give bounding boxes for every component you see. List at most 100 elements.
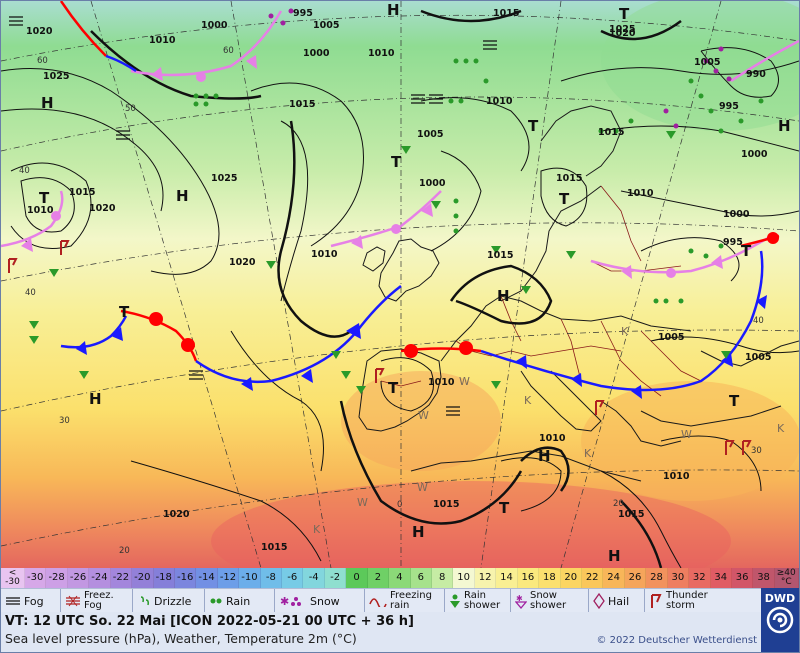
- grid-labels: 60 60 50 40 40 30 20 0 20 30 40: [19, 46, 764, 556]
- weather-legend: Fog Freez. Fog Drizzle Rain ✱ Snow Freez…: [1, 588, 761, 613]
- isobar-label: 1000: [201, 20, 228, 31]
- isobar-label: 995: [719, 101, 739, 112]
- colorbar-step: 4: [389, 568, 411, 588]
- occluded-front-ne: [730, 39, 799, 83]
- cold-mark: K: [313, 523, 321, 536]
- isobar-label: 1010: [368, 48, 395, 59]
- high-pressure-center: H: [538, 447, 551, 465]
- colorbar-step-min: < -30: [1, 568, 25, 588]
- colorbar-step: 18: [539, 568, 561, 588]
- occluded-front-west: [1, 190, 64, 248]
- fronts: [1, 1, 799, 392]
- legend-rain: Rain: [205, 589, 275, 613]
- legend-label: Freezing rain: [390, 590, 432, 611]
- low-pressure-center: T: [619, 5, 630, 23]
- info-panel: VT: 12 UTC So. 22 Mai [ICON 2022-05-21 0…: [1, 612, 761, 652]
- high-pressure-center: H: [89, 390, 102, 408]
- grid-label: 20: [613, 499, 624, 509]
- colorbar-step: 22: [581, 568, 604, 588]
- fog-icon: [6, 597, 20, 605]
- legend-thunderstorm: Thunder storm: [645, 589, 731, 613]
- legend-freezing-rain: Freezing rain: [365, 589, 445, 613]
- warm-mark: W: [357, 496, 368, 509]
- warm-region-balkans: [581, 381, 799, 501]
- isobar-label: 1025: [609, 24, 635, 35]
- legend-hail: Hail: [589, 589, 645, 613]
- colorbar-step: -30: [25, 568, 47, 588]
- isobar-label: 1010: [539, 433, 566, 444]
- colorbar-step: 20: [560, 568, 582, 588]
- grid-label: 40: [19, 166, 30, 176]
- high-pressure-center: H: [608, 547, 621, 565]
- colorbar-step: -20: [132, 568, 154, 588]
- cold-mark: K: [621, 325, 629, 338]
- high-pressure-center: H: [41, 94, 54, 112]
- rain-icon: [210, 598, 222, 604]
- isobar-label: 1015: [261, 542, 287, 553]
- fog-symbols: [9, 16, 497, 416]
- warm-front-nw: [59, 1, 107, 57]
- isobar-label: 990: [746, 69, 766, 80]
- isobar-label: 1000: [303, 48, 330, 59]
- legend-label: Drizzle: [154, 594, 192, 608]
- colorbar-step: 16: [517, 568, 540, 588]
- dwd-logo-icon: [766, 606, 794, 634]
- legend-snow: ✱ Snow: [275, 589, 365, 613]
- colorbar-step: -24: [89, 568, 111, 588]
- colorbar-step-max: ≥40 °C: [774, 568, 799, 588]
- map-description: Sea level pressure (hPa), Weather, Tempe…: [5, 631, 357, 646]
- grid-label: 50: [125, 104, 136, 114]
- isobars: [1, 47, 799, 568]
- low-pressure-center: T: [499, 499, 510, 517]
- colorbar-step: 14: [496, 568, 518, 588]
- colorbar-step: 34: [710, 568, 732, 588]
- isobar-label: 1020: [26, 26, 53, 37]
- colorbar-step: 0: [346, 568, 368, 588]
- isobar-label: 1015: [598, 127, 624, 138]
- isobar-label: 1020: [229, 257, 256, 268]
- cold-mark: K: [524, 394, 532, 407]
- isobar-label: 1010: [627, 188, 654, 199]
- low-pressure-center: T: [729, 392, 740, 410]
- warm-region-iberia: [341, 371, 501, 471]
- legend-label: Rain: [226, 594, 251, 608]
- isobar-label: 1015: [487, 250, 513, 261]
- colorbar-step: -18: [153, 568, 175, 588]
- isobar-label: 1010: [311, 249, 338, 260]
- grid-label: 40: [25, 288, 36, 298]
- legend-label: Thunder storm: [666, 590, 708, 611]
- isobar-label: 1000: [419, 178, 446, 189]
- occluded-front-east: [590, 234, 772, 274]
- colorbar-step: -16: [174, 568, 197, 588]
- low-pressure-center: T: [528, 117, 539, 135]
- colorbar-step: 26: [624, 568, 647, 588]
- colorbar-step: 30: [667, 568, 690, 588]
- colorbar-step: -10: [239, 568, 261, 588]
- snow-shower-icon: ✱: [515, 594, 527, 609]
- isobar-label: 1005: [417, 129, 443, 140]
- legend-snow-shower: ✱ Snow shower: [511, 589, 589, 613]
- weather-map: 1020 1010 1000 1005 995 1015 1010 1020 1…: [1, 1, 799, 568]
- low-pressure-center: T: [388, 379, 399, 397]
- low-pressure-center: T: [391, 153, 402, 171]
- grid-label: 30: [59, 416, 70, 426]
- isobar-label: 1015: [493, 8, 519, 19]
- front-symbols: [21, 55, 779, 399]
- svg-text:✱: ✱: [516, 594, 523, 603]
- colorbar-step: -2: [324, 568, 347, 588]
- legend-drizzle: Drizzle: [133, 589, 205, 613]
- pressure-centers: H H H H H H H H H T T T T T T T T T T: [39, 1, 791, 565]
- valid-time: VT: 12 UTC So. 22 Mai [ICON 2022-05-21 0…: [5, 614, 414, 629]
- high-pressure-center: H: [387, 1, 400, 19]
- high-pressure-center: H: [778, 117, 791, 135]
- grid-label: 60: [223, 46, 234, 56]
- grid-label: 60: [37, 56, 48, 66]
- isobar-label: 1020: [89, 203, 116, 214]
- isobar-label: 1005: [658, 332, 684, 343]
- cold-mark: K: [584, 447, 592, 460]
- isobar-label: 1005: [694, 57, 720, 68]
- isobar-label: 1005: [745, 352, 771, 363]
- colorbar-label: -30: [5, 577, 20, 587]
- cold-region-east: [601, 1, 799, 131]
- colorbar-step: -12: [217, 568, 240, 588]
